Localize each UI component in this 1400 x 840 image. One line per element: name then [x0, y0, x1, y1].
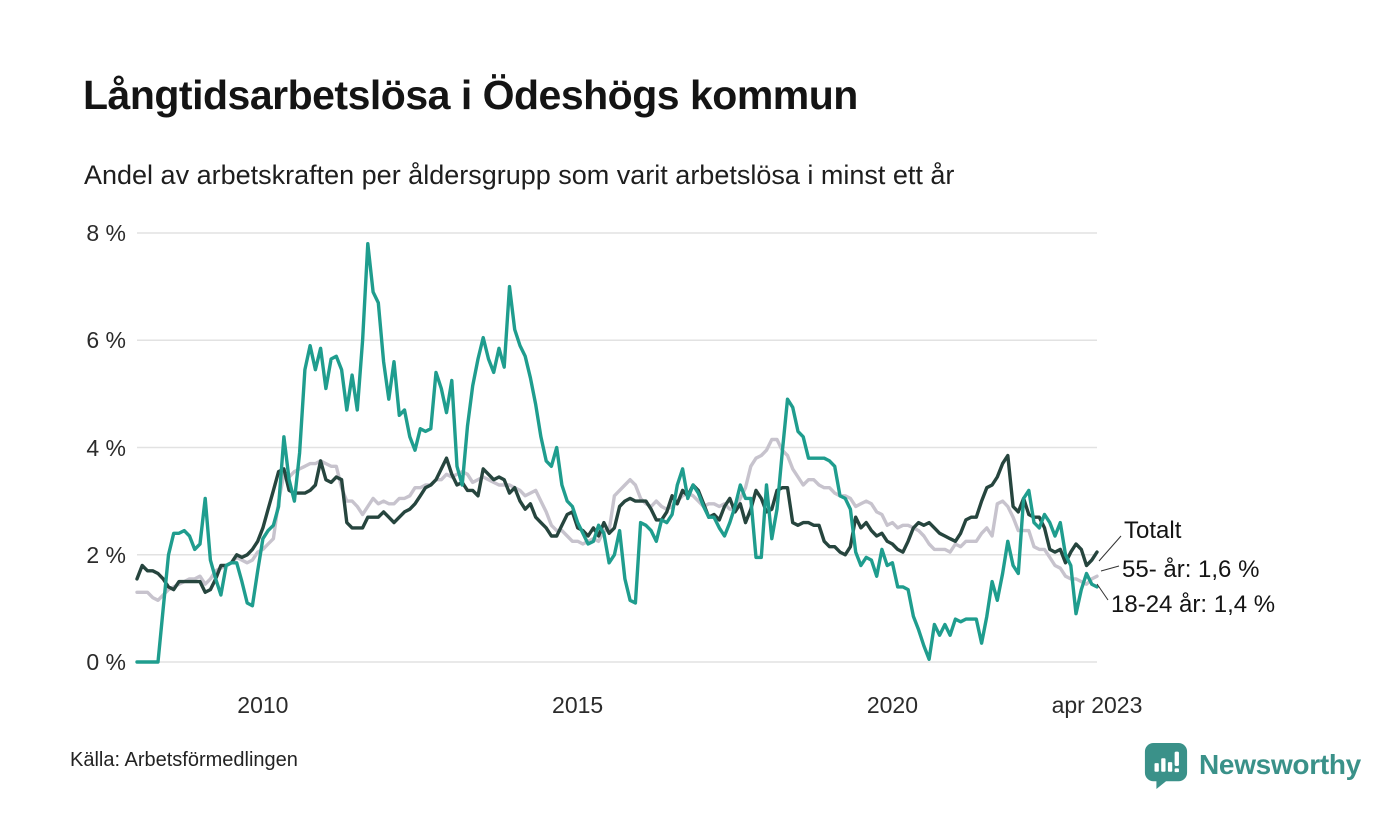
series-label-totalt: Totalt — [1124, 517, 1182, 544]
newsworthy-branding: Newsworthy — [1143, 740, 1361, 790]
x-axis-tick-2020: 2020 — [866, 692, 918, 718]
x-axis-tick-2010: 2010 — [237, 692, 289, 718]
annotation-leader-line-1 — [1100, 565, 1120, 572]
x-axis-tick-2015: 2015 — [552, 692, 604, 718]
x-axis-tick-apr-2023: apr 2023 — [1051, 692, 1143, 718]
page-title: Långtidsarbetslösa i Ödeshögs kommun — [83, 72, 858, 118]
y-axis-tick-4: 4 % — [86, 434, 126, 461]
series-line-18-24-r — [135, 241, 1099, 664]
newsworthy-wordmark: Newsworthy — [1199, 749, 1361, 780]
annotation-leader-line-0 — [1098, 535, 1122, 562]
annotation-leader-line-2 — [1096, 583, 1109, 601]
y-axis-tick-8: 8 % — [86, 220, 126, 246]
chart-subtitle: Andel av arbetskraften per åldersgrupp s… — [84, 160, 955, 190]
series-line-totalt — [135, 453, 1099, 594]
series-label-18-24-ar: 18-24 år: 1,4 % — [1111, 591, 1276, 618]
newsworthy-logo-icon — [1144, 742, 1188, 789]
y-axis-tick-0: 0 % — [86, 649, 126, 675]
series-label-55-ar: 55- år: 1,6 % — [1122, 556, 1260, 583]
y-axis-tick-6: 6 % — [86, 327, 126, 354]
source-credit: Källa: Arbetsförmedlingen — [70, 749, 298, 771]
y-axis-tick-2: 2 % — [86, 541, 126, 568]
